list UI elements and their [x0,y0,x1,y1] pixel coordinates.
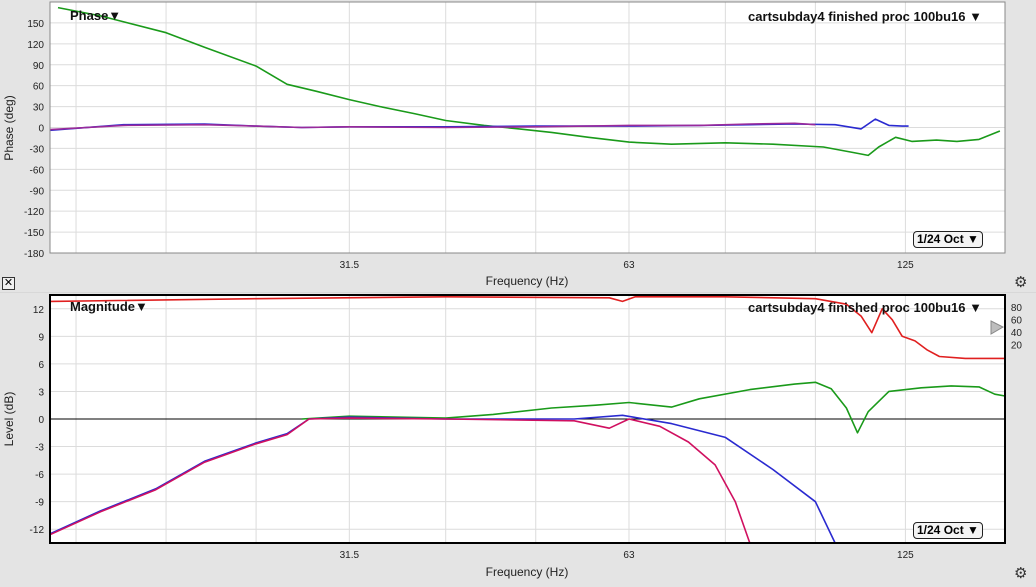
y-tick-label: 0 [38,124,44,135]
magnitude-series [49,296,1006,544]
phase-measurement-selector[interactable]: cartsubday4 finished proc 100bu16 ▼ [748,9,982,24]
green-trace [57,6,1001,157]
purple-trace [49,122,816,131]
secondary-tick-label: 40 [1011,328,1023,339]
secondary-tick-label: 60 [1011,316,1023,327]
x-tick-label: 125 [897,550,914,561]
secondary-tick-label: 20 [1011,341,1023,352]
y-tick-label: -30 [30,144,45,155]
y-tick-label: 150 [27,19,44,30]
phase-y-axis-label: Phase (deg) [2,95,16,160]
y-tick-label: 0 [38,415,44,426]
y-tick-label: -150 [24,228,44,239]
y-tick-label: -90 [30,186,45,197]
phase-x-axis-label: Frequency (Hz) [486,274,569,288]
y-tick-label: 6 [38,360,44,371]
y-tick-label: 60 [33,82,45,93]
y-tick-label: -180 [24,249,44,260]
close-icon[interactable]: ✕ [2,277,15,290]
y-tick-label: -12 [30,525,45,536]
y-tick-label: -3 [35,443,44,454]
magnitude-smoothing-button[interactable]: 1/24 Oct ▼ [913,522,983,539]
y-tick-label: 90 [33,61,45,72]
gear-icon[interactable]: ⚙ [1014,274,1028,291]
phase-smoothing-button[interactable]: 1/24 Oct ▼ [913,231,983,248]
x-tick-label: 63 [623,550,635,561]
magnitude-x-axis-label: Frequency (Hz) [486,565,569,579]
crimson-trace [49,417,751,544]
magnitude-y-axis-label: Level (dB) [2,392,16,447]
y-tick-label: 9 [38,332,44,343]
y-tick-label: -6 [35,470,44,481]
y-tick-label: 120 [27,40,44,51]
phase-panel: 31.5 63 125 150 120 90 60 30 0 -30 -60 -90 -120 -150 -… [0,0,1036,292]
magnitude-title[interactable]: Magnitude▼ [70,299,148,314]
x-tick-label: 63 [623,260,635,271]
gear-icon[interactable]: ⚙ [1014,565,1028,582]
x-tick-label: 125 [897,260,914,271]
x-tick-label: 31.5 [340,260,360,271]
y-tick-label: 30 [33,103,45,114]
y-tick-label: 3 [38,387,44,398]
y-tick-label: -60 [30,165,45,176]
y-tick-label: -9 [35,498,44,509]
phase-tick-labels: 31.5 63 125 150 120 90 60 30 0 -30 -60 -90 -120 -150 -… [24,19,914,271]
phase-series [49,6,1001,157]
y-tick-label: -120 [24,207,44,218]
magnitude-panel: 31.5 63 125 12 9 6 3 0 -3 -6 -9 -12 80 60 40 20 Freque… [0,293,1036,587]
green-trace [301,381,1006,434]
magnitude-measurement-selector[interactable]: cartsubday4 finished proc 100bu16 ▼ [748,300,982,315]
x-tick-label: 31.5 [340,550,360,561]
secondary-tick-label: 80 [1011,303,1023,314]
phase-title[interactable]: Phase▼ [70,8,121,23]
red-trace [49,296,1005,360]
y-tick-label: 12 [33,305,45,316]
phase-chart[interactable]: 31.5 63 125 150 120 90 60 30 0 -30 -60 -90 -120 -150 -… [0,0,1036,292]
secondary-axis-handle[interactable] [990,320,1005,335]
